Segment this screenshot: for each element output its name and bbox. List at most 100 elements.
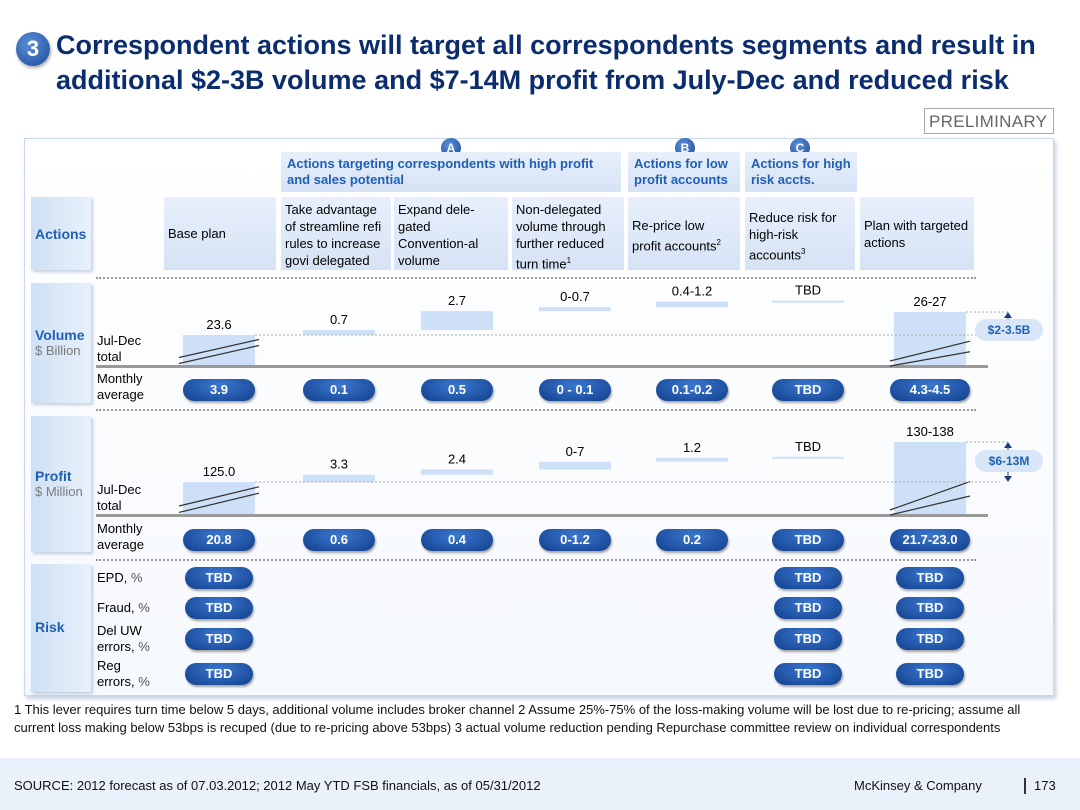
volume-label: Volume bbox=[35, 327, 85, 343]
volume-bar-4 bbox=[656, 301, 728, 308]
footer-band bbox=[0, 758, 1080, 810]
separator-volume bbox=[96, 409, 976, 411]
profit-monthly-label: Monthly average bbox=[97, 521, 144, 552]
actions-side-label: Actions bbox=[31, 197, 91, 270]
profit-monthly-pill: 0-1.2 bbox=[539, 529, 611, 551]
volume-bar-tbd bbox=[772, 300, 844, 303]
profit-bar-tbd bbox=[772, 456, 844, 459]
volume-unit: $ Billion bbox=[35, 343, 81, 358]
volume-value-label: 2.7 bbox=[448, 293, 466, 308]
volume-value-label: 26-27 bbox=[913, 294, 946, 309]
profit-bar-1 bbox=[303, 474, 375, 482]
col-head-streamline-refi: Take advantage of streamline refi rules … bbox=[281, 197, 391, 270]
volume-value-label: 0-0.7 bbox=[560, 289, 590, 304]
volume-break-line-2 bbox=[178, 344, 260, 365]
risk-fraud-pct: % bbox=[138, 600, 150, 615]
profit-bar-2 bbox=[421, 469, 493, 475]
col-head-reprice-text: Re-price low profit accounts bbox=[632, 218, 717, 254]
profit-baseline bbox=[96, 514, 988, 517]
volume-side-label: Volume $ Billion bbox=[31, 283, 91, 403]
separator-actions bbox=[96, 277, 976, 279]
profit-value-label: 0-7 bbox=[566, 444, 585, 459]
risk-reg-label: Reg errors, % bbox=[97, 658, 161, 690]
volume-monthly-pill: 0.5 bbox=[421, 379, 493, 401]
profit-side-label: Profit $ Million bbox=[31, 416, 91, 552]
volume-bar-3 bbox=[539, 307, 611, 312]
preliminary-stamp: PRELIMINARY bbox=[924, 108, 1054, 134]
footnote: 1 This lever requires turn time below 5 … bbox=[14, 702, 1021, 735]
risk-del-uw-label: Del UW errors, % bbox=[97, 623, 161, 655]
risk-tbd-pill: TBD bbox=[185, 597, 253, 619]
volume-total-label: Jul-Dec total bbox=[97, 333, 142, 364]
profit-break-line-2 bbox=[178, 492, 260, 513]
risk-tbd-pill: TBD bbox=[185, 567, 253, 589]
profit-label: Profit bbox=[35, 468, 72, 484]
profit-value-label: 1.2 bbox=[683, 440, 701, 455]
profit-value-label: 2.4 bbox=[448, 451, 466, 466]
profit-bar-3 bbox=[539, 461, 611, 470]
page-title: Correspondent actions will target all co… bbox=[56, 30, 1036, 95]
col-head-non-delegated-text: Non-delegated volume through further red… bbox=[516, 202, 606, 270]
volume-baseline bbox=[96, 365, 988, 368]
volume-value-label: TBD bbox=[795, 283, 821, 298]
source-note: SOURCE: 2012 forecast as of 07.03.2012; … bbox=[14, 778, 541, 793]
actions-label: Actions bbox=[35, 226, 87, 242]
volume-bar-2 bbox=[421, 311, 493, 331]
volume-value-label: 23.6 bbox=[206, 317, 231, 332]
risk-tbd-pill: TBD bbox=[774, 628, 842, 650]
profit-waterfall-chart: 125.0 3.3 2.4 0-7 1.2 TBD 130-138 bbox=[178, 424, 1012, 516]
group-a-header: Actions targeting correspondents with hi… bbox=[281, 152, 621, 192]
col-head-reduce-risk-text: Reduce risk for high-risk accounts bbox=[749, 210, 837, 263]
risk-tbd-pill: TBD bbox=[774, 663, 842, 685]
col-head-expand-delegated: Expand dele-gated Convention-al volume bbox=[394, 197, 508, 270]
risk-tbd-pill: TBD bbox=[185, 663, 253, 685]
profit-arrow-head-up bbox=[1004, 442, 1012, 448]
volume-monthly-label: Monthly average bbox=[97, 371, 144, 402]
profit-monthly-pill: 0.4 bbox=[421, 529, 493, 551]
profit-break-line-3 bbox=[889, 481, 971, 511]
risk-tbd-pill: TBD bbox=[896, 597, 964, 619]
profit-monthly-pill: 21.7-23.0 bbox=[890, 529, 970, 551]
separator-profit bbox=[96, 559, 976, 561]
volume-monthly-pill: 4.3-4.5 bbox=[890, 379, 970, 401]
risk-tbd-pill: TBD bbox=[774, 567, 842, 589]
risk-tbd-pill: TBD bbox=[185, 628, 253, 650]
profit-break-line-1 bbox=[178, 486, 260, 507]
volume-break-line-1 bbox=[178, 338, 260, 359]
profit-monthly-pill: 20.8 bbox=[183, 529, 255, 551]
profit-delta-callout: $6-13M bbox=[975, 450, 1043, 472]
volume-waterfall-chart: 23.6 0.7 2.7 0-0.7 0.4-1.2 TBD 26-27 bbox=[178, 283, 1012, 367]
profit-value-label: 3.3 bbox=[330, 457, 348, 472]
title-number-badge: 3 bbox=[16, 32, 50, 66]
volume-break-line-4 bbox=[889, 351, 971, 367]
volume-value-label: 0.4-1.2 bbox=[672, 284, 712, 299]
profit-total-label: Jul-Dec total bbox=[97, 482, 142, 513]
profit-bar-final bbox=[894, 442, 966, 514]
volume-break-line-3 bbox=[889, 340, 971, 362]
volume-bar-final bbox=[894, 312, 966, 365]
profit-unit: $ Million bbox=[35, 484, 83, 499]
risk-reg-pct: % bbox=[138, 674, 150, 689]
profit-value-label: 130-138 bbox=[906, 424, 954, 439]
volume-delta-callout: $2-3.5B bbox=[975, 319, 1043, 341]
col-head-reduce-risk: Reduce risk for high-risk accounts3 bbox=[745, 197, 855, 270]
risk-tbd-pill: TBD bbox=[896, 628, 964, 650]
risk-fraud-text: Fraud, bbox=[97, 600, 135, 615]
volume-value-label: 0.7 bbox=[330, 312, 348, 327]
risk-side-label: Risk bbox=[31, 564, 91, 692]
col-head-plan-targeted: Plan with targeted actions bbox=[860, 197, 974, 270]
footnote-marker-2: 2 bbox=[716, 238, 721, 247]
footnote-marker-1: 1 bbox=[566, 256, 572, 265]
company-name: McKinsey & Company bbox=[854, 778, 982, 793]
group-b-header: Actions for low profit accounts bbox=[628, 152, 740, 192]
profit-arrow-head-down bbox=[1004, 476, 1012, 482]
risk-del-uw-text: Del UW errors, bbox=[97, 623, 142, 654]
profit-monthly-pill: TBD bbox=[772, 529, 844, 551]
profit-break-line-4 bbox=[889, 495, 971, 516]
group-c-header: Actions for high risk accts. bbox=[745, 152, 857, 192]
risk-epd-pct: % bbox=[130, 570, 143, 585]
risk-tbd-pill: TBD bbox=[896, 663, 964, 685]
risk-reg-text: Reg errors, bbox=[97, 658, 135, 689]
profit-value-label: 125.0 bbox=[203, 464, 236, 479]
volume-monthly-pill: 0.1 bbox=[303, 379, 375, 401]
